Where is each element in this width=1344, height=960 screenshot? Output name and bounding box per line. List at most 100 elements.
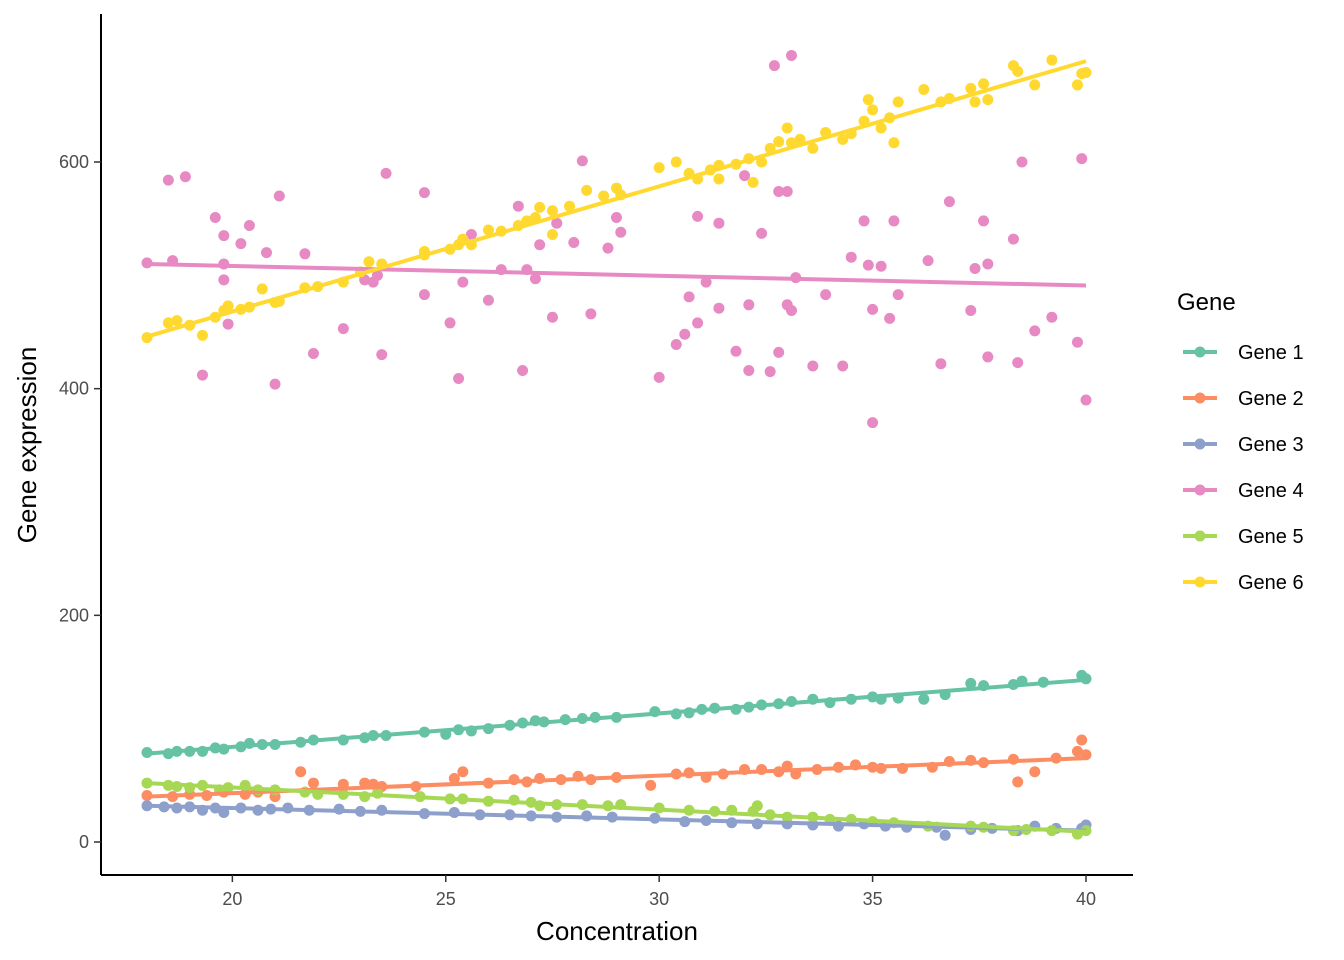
data-point [845, 251, 857, 263]
data-point [982, 94, 994, 106]
legend-key-point [1194, 392, 1206, 404]
data-point [209, 212, 221, 224]
y-axis-title: Gene expression [12, 347, 42, 544]
data-point [1016, 156, 1028, 168]
data-point [781, 122, 793, 134]
x-axis-ticks: 20 25 30 35 40 [222, 875, 1096, 909]
data-point [1046, 311, 1058, 323]
data-point [171, 315, 183, 327]
data-point [888, 137, 900, 149]
data-point [794, 133, 806, 145]
data-point [785, 49, 797, 61]
data-point [867, 104, 879, 116]
data-point [1080, 66, 1092, 78]
data-point [969, 263, 981, 275]
data-point [564, 200, 576, 212]
data-point [730, 345, 742, 357]
data-point [465, 229, 477, 241]
data-point [517, 365, 529, 377]
data-point [867, 303, 879, 315]
data-point [615, 226, 627, 238]
legend: Gene Gene 1 Gene 2 Gene 3 Gene 4 Gene 5 Gene … [1177, 289, 1304, 594]
data-point [645, 779, 657, 791]
data-point [611, 212, 622, 224]
x-tick-label: 40 [1076, 889, 1096, 909]
data-point [363, 256, 375, 268]
data-point [653, 371, 665, 383]
data-point [585, 308, 597, 320]
data-point [982, 351, 994, 363]
data-point [602, 242, 614, 254]
data-point [978, 78, 990, 90]
legend-key-point [1194, 576, 1206, 588]
data-point [739, 170, 751, 182]
data-point [453, 372, 465, 384]
data-point [807, 142, 819, 154]
data-point [1029, 766, 1041, 778]
data-point [1071, 79, 1083, 91]
data-point [683, 291, 695, 303]
data-point [546, 229, 558, 241]
data-point [1012, 357, 1024, 369]
data-point [482, 294, 494, 306]
data-point [1046, 54, 1058, 66]
legend-key-point [1194, 438, 1206, 450]
data-point [965, 304, 977, 316]
data-point [747, 176, 759, 188]
data-point [756, 156, 768, 168]
y-tick-label: 600 [59, 152, 89, 172]
data-point [512, 200, 524, 212]
data-point [892, 96, 904, 108]
data-point [773, 346, 785, 358]
data-point [670, 338, 682, 350]
data-point [969, 96, 981, 108]
data-point [837, 133, 849, 145]
data-point [1080, 394, 1092, 406]
data-point [713, 302, 725, 314]
data-point [978, 215, 990, 227]
data-point [529, 273, 541, 285]
data-point [376, 349, 388, 361]
data-point [546, 205, 558, 217]
data-point [179, 171, 191, 183]
data-point [1071, 745, 1083, 757]
data-point [196, 369, 208, 381]
legend-key-point [1194, 346, 1206, 358]
data-point [222, 300, 234, 312]
data-point [162, 174, 174, 186]
data-point [568, 236, 580, 248]
data-point [862, 259, 874, 271]
data-point [875, 260, 887, 272]
data-point [773, 136, 785, 148]
data-point [837, 360, 849, 372]
data-point [982, 258, 994, 270]
data-point [785, 304, 797, 316]
data-point [670, 156, 682, 168]
data-point [222, 318, 234, 330]
data-point [243, 219, 255, 231]
data-point [218, 230, 230, 242]
data-point [858, 215, 870, 227]
data-point [1012, 776, 1024, 788]
data-point [307, 348, 319, 360]
legend-label: Gene 1 [1238, 342, 1304, 364]
legend-label: Gene 4 [1238, 480, 1304, 502]
data-point [862, 94, 874, 106]
data-point [751, 800, 763, 812]
data-point [371, 269, 383, 281]
data-point [679, 328, 691, 340]
legend-item-gene-5: Gene 5 [1183, 526, 1304, 548]
series-gene-4 [141, 49, 1092, 429]
data-point [457, 766, 469, 778]
data-point [1071, 336, 1083, 348]
data-point [943, 196, 955, 208]
data-point [534, 239, 546, 251]
x-tick-label: 30 [649, 889, 669, 909]
data-point [482, 224, 494, 236]
legend-item-gene-4: Gene 4 [1183, 480, 1304, 502]
data-point [935, 358, 947, 370]
data-point [918, 83, 930, 95]
data-point [299, 248, 311, 260]
data-point [781, 185, 793, 197]
data-point [768, 60, 780, 72]
